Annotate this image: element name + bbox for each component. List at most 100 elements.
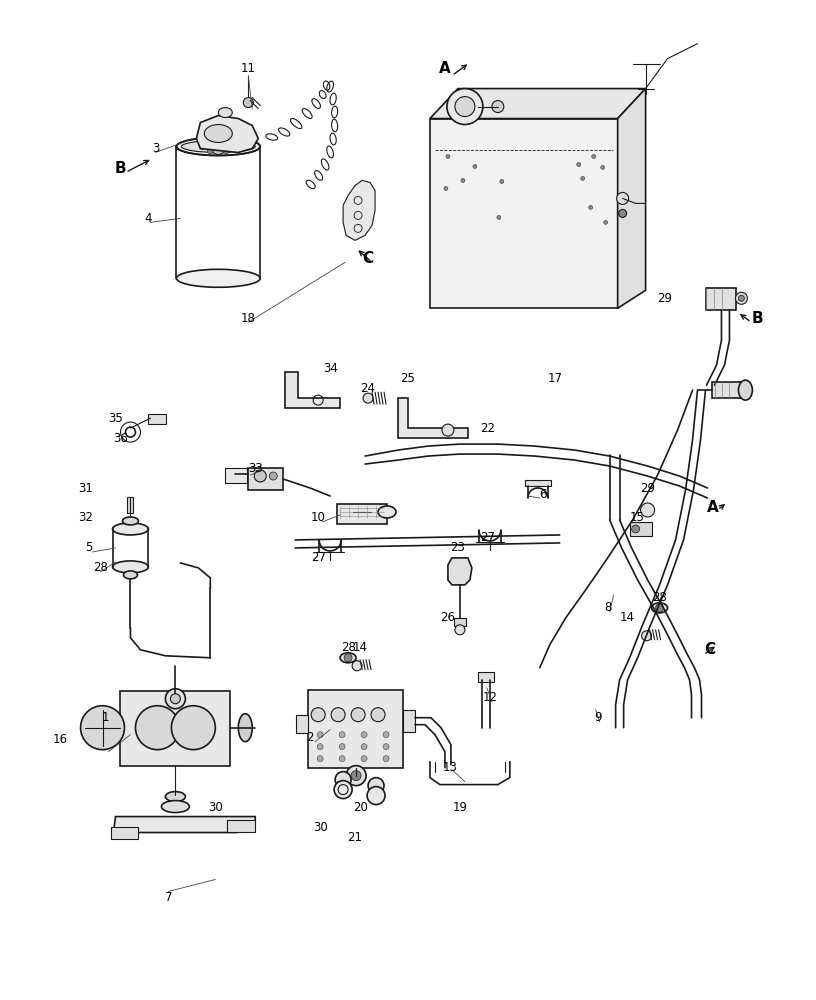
Circle shape	[383, 732, 389, 738]
Text: 11: 11	[241, 62, 255, 75]
Circle shape	[317, 756, 323, 762]
Ellipse shape	[378, 506, 396, 518]
Circle shape	[604, 220, 608, 224]
Circle shape	[339, 756, 345, 762]
Circle shape	[592, 154, 596, 158]
Circle shape	[317, 744, 323, 750]
Ellipse shape	[652, 603, 667, 613]
Circle shape	[446, 154, 450, 158]
Text: C: C	[362, 251, 374, 266]
Circle shape	[473, 164, 477, 168]
Bar	[403, 710, 415, 732]
Text: B: B	[752, 311, 763, 326]
Ellipse shape	[113, 561, 149, 573]
Bar	[525, 480, 551, 486]
Polygon shape	[430, 89, 645, 119]
Text: 14: 14	[620, 611, 635, 624]
Circle shape	[339, 744, 345, 750]
Text: 8: 8	[604, 601, 611, 614]
Circle shape	[577, 162, 581, 166]
Text: 5: 5	[85, 541, 92, 554]
Bar	[707, 288, 737, 310]
Polygon shape	[343, 180, 375, 240]
Text: 13: 13	[442, 761, 457, 774]
Text: 18: 18	[241, 312, 255, 325]
Bar	[712, 382, 743, 398]
Text: 12: 12	[482, 691, 498, 704]
Circle shape	[444, 186, 448, 190]
Bar	[478, 672, 494, 682]
Bar	[228, 820, 255, 832]
Polygon shape	[430, 119, 618, 308]
Polygon shape	[398, 398, 468, 438]
Circle shape	[447, 89, 483, 125]
Circle shape	[588, 205, 592, 209]
Circle shape	[81, 706, 125, 750]
Circle shape	[641, 631, 652, 641]
Bar	[296, 715, 308, 733]
Circle shape	[224, 139, 229, 145]
Bar	[121, 691, 230, 766]
Text: 16: 16	[53, 733, 68, 746]
Text: 1: 1	[102, 711, 109, 724]
Circle shape	[361, 756, 367, 762]
Ellipse shape	[219, 108, 233, 118]
Circle shape	[617, 192, 628, 204]
Circle shape	[461, 178, 465, 182]
Circle shape	[351, 708, 365, 722]
Bar	[308, 690, 403, 768]
Circle shape	[311, 708, 325, 722]
Ellipse shape	[123, 571, 137, 579]
Circle shape	[243, 98, 253, 108]
Circle shape	[361, 744, 367, 750]
Text: 29: 29	[640, 482, 655, 495]
Text: 6: 6	[539, 488, 547, 501]
Circle shape	[581, 176, 585, 180]
Ellipse shape	[176, 269, 260, 287]
Bar	[337, 504, 387, 524]
Bar	[454, 618, 466, 626]
Circle shape	[335, 772, 351, 788]
Circle shape	[363, 393, 373, 403]
Circle shape	[492, 101, 503, 113]
Text: 26: 26	[441, 611, 455, 624]
Circle shape	[352, 661, 362, 671]
Text: 27: 27	[481, 531, 495, 544]
Circle shape	[331, 708, 345, 722]
Circle shape	[601, 165, 605, 169]
Bar	[110, 827, 139, 839]
Circle shape	[166, 689, 185, 709]
Text: 34: 34	[322, 362, 338, 375]
Circle shape	[211, 139, 226, 154]
Text: 24: 24	[361, 382, 375, 395]
Ellipse shape	[176, 138, 260, 155]
Ellipse shape	[353, 506, 371, 518]
Polygon shape	[197, 116, 258, 152]
Text: 10: 10	[311, 511, 326, 524]
Ellipse shape	[113, 523, 149, 535]
Circle shape	[641, 503, 654, 517]
Circle shape	[632, 525, 640, 533]
Ellipse shape	[181, 140, 255, 152]
Circle shape	[344, 654, 352, 662]
Circle shape	[346, 766, 366, 786]
Text: 20: 20	[353, 801, 367, 814]
Text: 22: 22	[481, 422, 495, 435]
Circle shape	[334, 781, 352, 799]
Ellipse shape	[204, 125, 233, 142]
Circle shape	[231, 143, 237, 149]
Text: 30: 30	[313, 821, 327, 834]
Ellipse shape	[162, 801, 189, 813]
Circle shape	[135, 706, 180, 750]
Circle shape	[368, 778, 384, 794]
Circle shape	[383, 744, 389, 750]
Polygon shape	[618, 89, 645, 308]
Polygon shape	[113, 817, 255, 833]
Circle shape	[207, 148, 213, 154]
Ellipse shape	[738, 380, 752, 400]
Text: 23: 23	[450, 541, 465, 554]
Text: 28: 28	[340, 641, 356, 654]
Polygon shape	[286, 372, 340, 408]
Text: 35: 35	[109, 412, 123, 425]
Text: 3: 3	[152, 142, 159, 155]
